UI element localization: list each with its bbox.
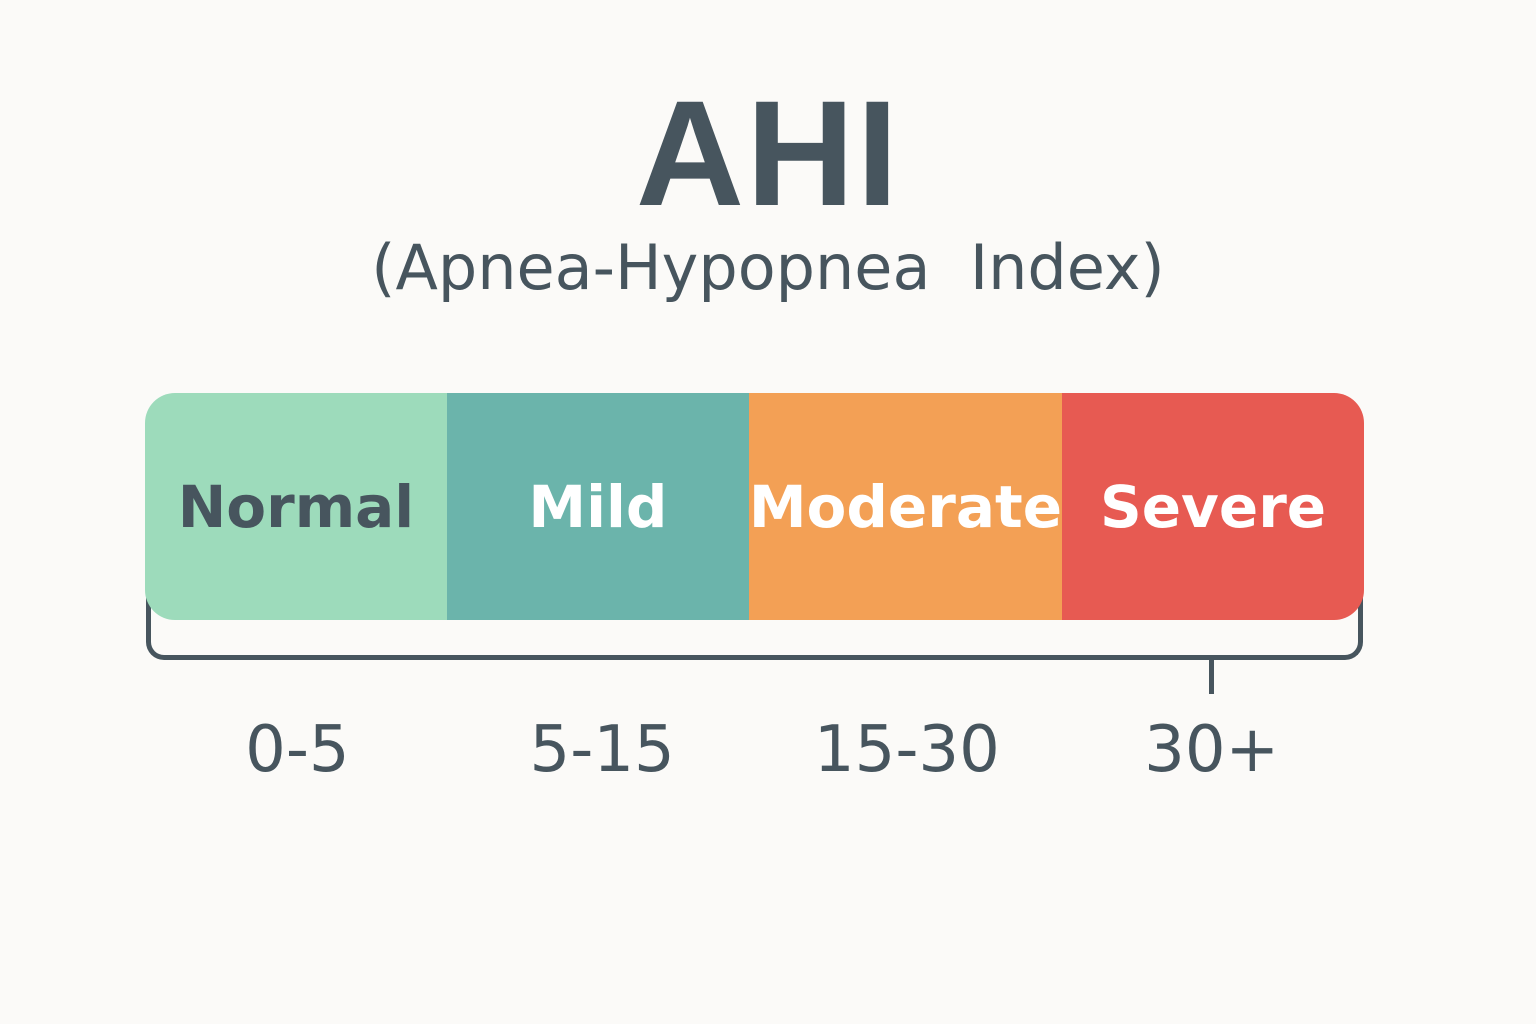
scale-tick — [1209, 658, 1214, 694]
range-severe: 30+ — [1144, 713, 1280, 787]
segment-mild: Mild — [446, 393, 749, 620]
subtitle: (Apnea-Hypopnea Index) — [371, 231, 1165, 304]
range-labels: 0-5 5-15 15-30 30+ — [145, 712, 1364, 792]
segment-severe: Severe — [1062, 393, 1364, 620]
segment-moderate: Moderate — [748, 393, 1063, 620]
title: AHI — [635, 69, 901, 237]
range-mild: 5-15 — [529, 713, 675, 787]
scale-bracket — [146, 596, 1363, 660]
segment-normal: Normal — [145, 393, 447, 620]
severity-bar: Normal Mild Moderate Severe — [145, 393, 1364, 620]
range-normal: 0-5 — [245, 713, 350, 787]
range-moderate: 15-30 — [813, 713, 1000, 787]
